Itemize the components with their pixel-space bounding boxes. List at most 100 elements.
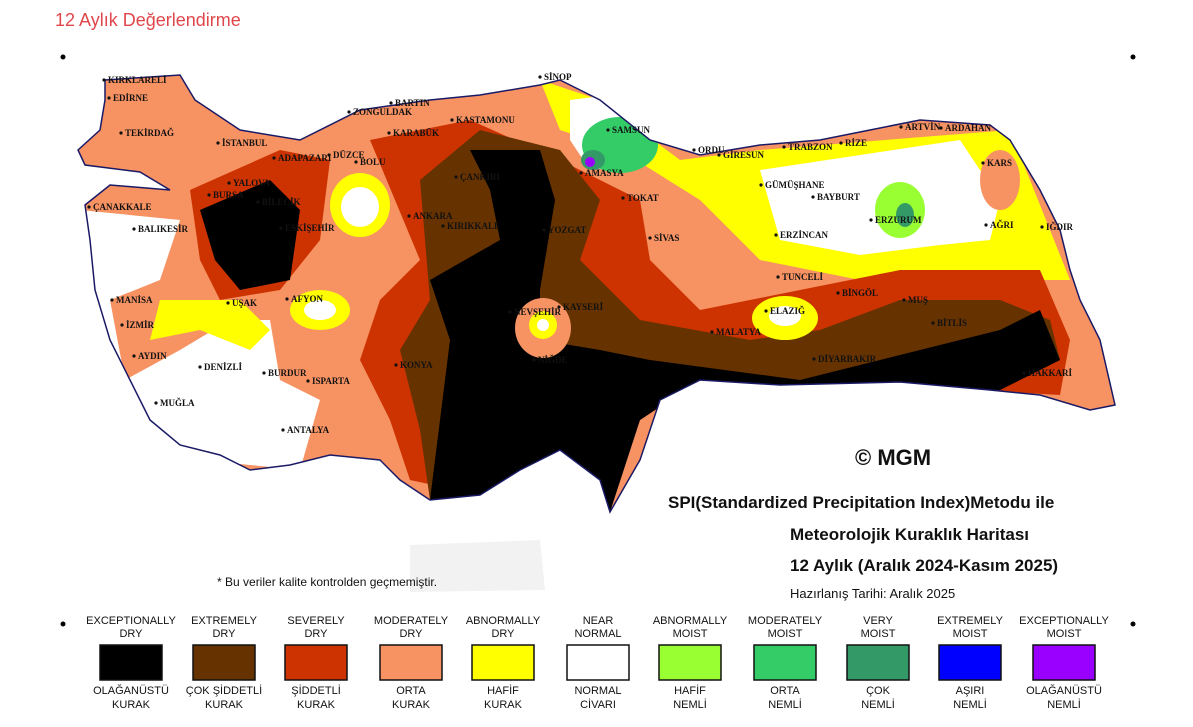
- city-dot: [256, 200, 260, 204]
- city-label: RİZE: [845, 138, 867, 148]
- legend-en: ABNORMALLY: [653, 615, 728, 627]
- city-label: İZMİR: [126, 320, 155, 330]
- legend-tr: ORTA: [770, 685, 800, 697]
- city-label: DENİZLİ: [204, 362, 243, 372]
- legend-swatch: [846, 644, 910, 681]
- legend-en: MOIST: [1047, 628, 1082, 640]
- city-dot: [902, 298, 906, 302]
- city-label: NİĞDE: [538, 355, 568, 365]
- legend-tr: NEMLİ: [673, 698, 707, 711]
- city-dot: [710, 330, 714, 334]
- city-label: ANTALYA: [287, 425, 330, 435]
- legend-tr: KURAK: [205, 699, 244, 711]
- city-dot: [776, 275, 780, 279]
- city-dot: [394, 363, 398, 367]
- city-dot: [579, 171, 583, 175]
- city-dot: [227, 181, 231, 185]
- city-label: BAYBURT: [817, 192, 860, 202]
- city-label: KARS: [987, 158, 1012, 168]
- legend-tr: KURAK: [297, 699, 336, 711]
- map-title-line: SPI(Standardized Precipitation Index)Met…: [668, 493, 1054, 512]
- city-label: NEVŞEHİR: [514, 307, 562, 317]
- legend-tr: ORTA: [396, 685, 426, 697]
- city-label: EDİRNE: [113, 93, 148, 103]
- city-label: HAKKARİ: [1028, 368, 1073, 378]
- city-dot: [869, 218, 873, 222]
- city-label: BOLU: [360, 157, 386, 167]
- city-dot: [542, 228, 546, 232]
- city-dot: [102, 78, 106, 82]
- legend-tr: NEMLİ: [1047, 698, 1081, 711]
- city-label: UŞAK: [232, 298, 257, 308]
- city-dot: [981, 161, 985, 165]
- city-dot: [407, 214, 411, 218]
- city-dot: [441, 224, 445, 228]
- city-dot: [836, 291, 840, 295]
- legend-swatch: [379, 644, 443, 681]
- city-label: BALIKESİR: [138, 224, 189, 234]
- city-label: MUŞ: [908, 295, 928, 305]
- city-dot: [812, 357, 816, 361]
- city-dot: [216, 141, 220, 145]
- legend-en: MODERATELY: [748, 615, 823, 627]
- legend-tr: HAFİF: [674, 684, 706, 697]
- city-label: YALOVA: [233, 178, 271, 188]
- legend-en: MOIST: [673, 628, 708, 640]
- city-label: MANİSA: [116, 295, 153, 305]
- copyright: © MGM: [855, 445, 931, 470]
- city-dot: [899, 125, 903, 129]
- city-dot: [272, 156, 276, 160]
- legend-tr: ÇOK ŞİDDETLİ: [186, 684, 262, 697]
- city-label: BURDUR: [268, 368, 307, 378]
- city-label: SAMSUN: [612, 125, 651, 135]
- city-label: ÇANKIRI: [460, 172, 501, 182]
- legend-en: VERY: [863, 615, 893, 627]
- legend-tr: HAFİF: [487, 684, 519, 697]
- legend-en: EXTREMELY: [191, 615, 257, 627]
- corner-dot: [1130, 54, 1136, 60]
- city-dot: [87, 205, 91, 209]
- city-dot: [984, 223, 988, 227]
- legend-swatch: [938, 644, 1002, 681]
- city-label: KIRKLARELİ: [108, 75, 167, 85]
- city-label: ERZİNCAN: [780, 230, 829, 240]
- corner-dot: [1130, 621, 1136, 627]
- city-dot: [717, 153, 721, 157]
- city-label: BURSA: [213, 190, 244, 200]
- city-dot: [450, 118, 454, 122]
- city-dot: [692, 148, 696, 152]
- city-dot: [389, 101, 393, 105]
- city-dot: [132, 354, 136, 358]
- drought-map: [78, 75, 1115, 512]
- city-label: KARABÜK: [393, 128, 439, 138]
- city-label: ARTVİN: [905, 122, 941, 132]
- city-label: YOZGAT: [548, 225, 586, 235]
- city-dot: [120, 323, 124, 327]
- legend-en: MOIST: [953, 628, 988, 640]
- city-label: TRABZON: [788, 142, 833, 152]
- city-dot: [281, 428, 285, 432]
- city-dot: [454, 175, 458, 179]
- city-dot: [1022, 371, 1026, 375]
- legend-swatch: [284, 644, 348, 681]
- legend-tr: KURAK: [112, 699, 151, 711]
- legend-tr: OLAĞANÜSTÜ: [93, 684, 169, 697]
- city-dot: [154, 401, 158, 405]
- legend-en: DRY: [304, 628, 328, 640]
- city-label: SİVAS: [654, 233, 679, 243]
- legend-en: DRY: [212, 628, 236, 640]
- city-label: AĞRI: [990, 220, 1014, 230]
- city-dot: [354, 160, 358, 164]
- city-label: BİNGÖL: [842, 288, 878, 298]
- city-label: GÜMÜŞHANE: [765, 180, 825, 190]
- city-dot: [110, 298, 114, 302]
- city-label: MALATYA: [716, 327, 762, 337]
- city-dot: [782, 145, 786, 149]
- city-dot: [347, 110, 351, 114]
- city-dot: [279, 226, 283, 230]
- legend-swatch: [1032, 644, 1096, 681]
- city-dot: [387, 131, 391, 135]
- legend-tr: NEMLİ: [768, 698, 802, 711]
